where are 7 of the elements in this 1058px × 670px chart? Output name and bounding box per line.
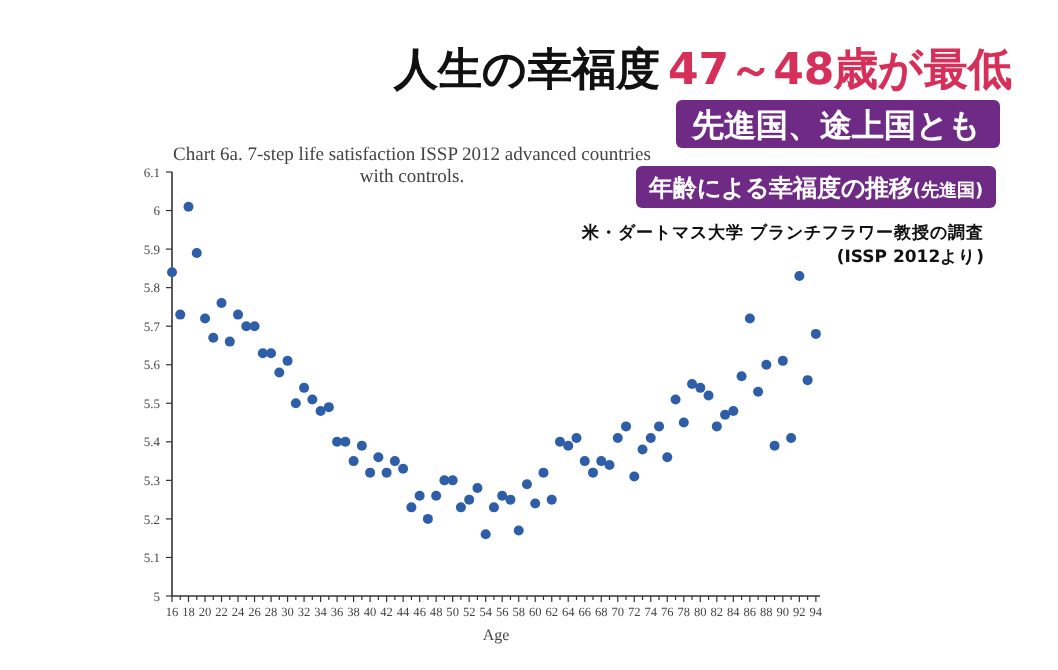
x-axis-title: Age bbox=[482, 626, 511, 644]
annotation: 米・ダートマス大学 ブランチフラワー教授の調査 bbox=[580, 222, 984, 244]
text: 人生の幸福度 bbox=[392, 44, 660, 96]
text: 47～48歳が最低 bbox=[668, 46, 1013, 96]
text: (ISSP 2012より) bbox=[836, 248, 985, 268]
text: 先進国、途上国とも bbox=[690, 106, 980, 144]
annotation: 年齢による幸福度の推移(先進国) bbox=[646, 174, 984, 202]
